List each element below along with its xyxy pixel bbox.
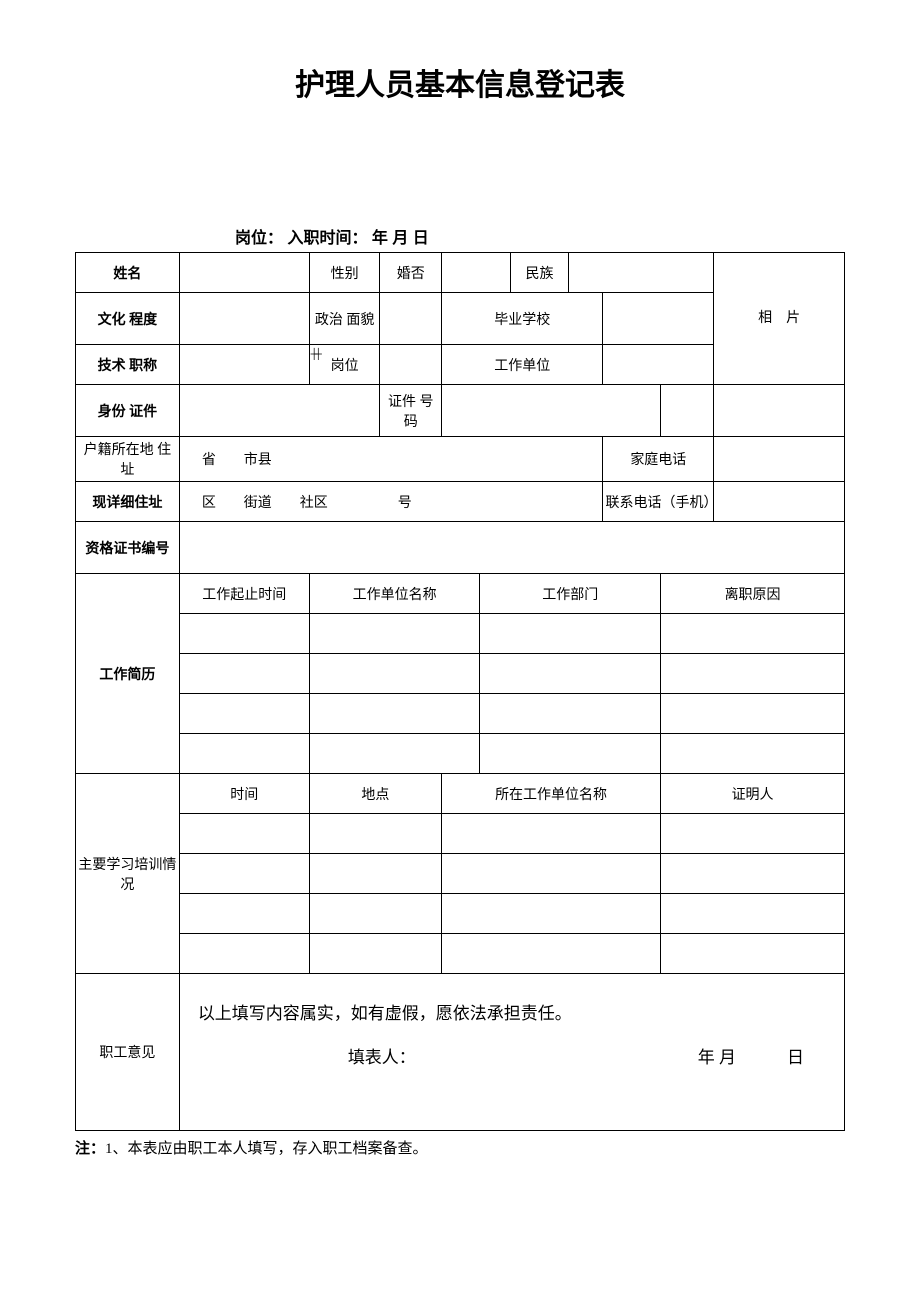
label-cert-number: 资格证书编号 xyxy=(76,522,180,574)
table-cell[interactable] xyxy=(480,694,661,734)
signer-label: 填表人： xyxy=(348,1036,416,1080)
header-leave-reason: 离职原因 xyxy=(661,574,845,614)
table-cell[interactable] xyxy=(480,654,661,694)
table-cell[interactable] xyxy=(179,694,309,734)
label-gender: 性别 xyxy=(309,253,380,293)
value-position[interactable] xyxy=(380,345,442,385)
table-cell[interactable] xyxy=(480,614,661,654)
table-cell[interactable] xyxy=(309,934,441,974)
label-education: 文化 程度 xyxy=(76,293,180,345)
label-tech-title: 技术 职称 xyxy=(76,345,180,385)
label-marriage: 婚否 xyxy=(380,253,442,293)
value-cert-number[interactable] xyxy=(179,522,844,574)
value-school[interactable] xyxy=(603,293,714,345)
table-cell[interactable] xyxy=(661,814,845,854)
label-political: 政治 面貌 xyxy=(309,293,380,345)
label-school: 毕业学校 xyxy=(442,293,603,345)
value-tech-title[interactable] xyxy=(179,345,309,385)
value-id-number[interactable] xyxy=(442,385,661,437)
label-mobile: 联系电话（手机） xyxy=(603,482,714,522)
table-cell[interactable] xyxy=(179,934,309,974)
header-training-witness: 证明人 xyxy=(661,774,845,814)
table-cell[interactable] xyxy=(179,814,309,854)
photo-area[interactable]: 相 片 xyxy=(714,253,845,385)
header-training-time: 时间 xyxy=(179,774,309,814)
label-position: 岗位 xyxy=(309,345,380,385)
table-cell[interactable] xyxy=(661,734,845,774)
blank-cell[interactable] xyxy=(661,385,714,437)
value-id-card[interactable] xyxy=(179,385,380,437)
opinion-statement: 以上填写内容属实，如有虚假，愿依法承担责任。 xyxy=(198,992,834,1036)
header-work-period: 工作起止时间 xyxy=(179,574,309,614)
label-residence: 户籍所在地 住址 xyxy=(76,437,180,482)
table-cell[interactable] xyxy=(179,654,309,694)
table-cell[interactable] xyxy=(309,894,441,934)
table-cell[interactable] xyxy=(661,934,845,974)
table-cell[interactable] xyxy=(309,734,480,774)
blank-cell[interactable] xyxy=(714,385,845,437)
header-work-unit-name: 工作单位名称 xyxy=(309,574,480,614)
label-work-history: 工作简历 xyxy=(76,574,180,774)
value-home-phone[interactable] xyxy=(714,437,845,482)
value-mobile[interactable] xyxy=(714,482,845,522)
page-title: 护理人员基本信息登记表 xyxy=(75,60,845,104)
label-id-card: 身份 证件 xyxy=(76,385,180,437)
opinion-content[interactable]: 以上填写内容属实，如有虚假，愿依法承担责任。 填表人： 年 月 日 xyxy=(179,974,844,1131)
table-cell[interactable] xyxy=(309,854,441,894)
value-political[interactable] xyxy=(380,293,442,345)
label-id-number: 证件 号码 xyxy=(380,385,442,437)
table-cell[interactable] xyxy=(179,614,309,654)
footer-text: 1、本表应由职工本人填写，存入职工档案备查。 xyxy=(105,1141,428,1157)
table-cell[interactable] xyxy=(179,734,309,774)
table-cell[interactable] xyxy=(309,694,480,734)
value-marriage[interactable] xyxy=(442,253,511,293)
label-training: 主要学习培训情 况 xyxy=(76,774,180,974)
table-cell[interactable] xyxy=(661,694,845,734)
value-name[interactable] xyxy=(179,253,309,293)
subheader: 岗位： 入职时间： 年 月 日 xyxy=(235,224,845,248)
table-cell[interactable] xyxy=(179,894,309,934)
table-cell[interactable] xyxy=(661,854,845,894)
table-cell[interactable] xyxy=(442,934,661,974)
label-ethnicity: 民族 xyxy=(511,253,569,293)
table-cell[interactable] xyxy=(442,854,661,894)
label-opinion: 职工意见 xyxy=(76,974,180,1131)
header-training-place: 地点 xyxy=(309,774,441,814)
table-cell[interactable] xyxy=(661,614,845,654)
table-cell[interactable] xyxy=(309,654,480,694)
value-education[interactable] xyxy=(179,293,309,345)
header-work-dept: 工作部门 xyxy=(480,574,661,614)
value-ethnicity[interactable] xyxy=(568,253,713,293)
label-work-unit: 工作单位 xyxy=(442,345,603,385)
label-name: 姓名 xyxy=(76,253,180,293)
label-home-phone: 家庭电话 xyxy=(603,437,714,482)
label-current-addr: 现详细住址 xyxy=(76,482,180,522)
table-cell[interactable] xyxy=(442,894,661,934)
table-cell[interactable] xyxy=(661,894,845,934)
value-residence[interactable]: 省 市县 xyxy=(179,437,603,482)
value-current-addr[interactable]: 区 街道 社区 号 xyxy=(179,482,603,522)
value-work-unit[interactable] xyxy=(603,345,714,385)
table-cell[interactable] xyxy=(480,734,661,774)
registration-form-table: 姓名 性别 婚否 民族 相 片 文化 程度 政治 面貌 毕业学校 技术 职称 岗… xyxy=(75,252,845,1131)
date-label: 年 月 日 xyxy=(698,1036,804,1080)
footer-note: 注：1、本表应由职工本人填写，存入职工档案备查。 xyxy=(75,1137,845,1158)
header-training-unit: 所在工作单位名称 xyxy=(442,774,661,814)
table-cell[interactable] xyxy=(442,814,661,854)
table-cell[interactable] xyxy=(661,654,845,694)
table-cell[interactable] xyxy=(309,614,480,654)
table-cell[interactable] xyxy=(309,814,441,854)
